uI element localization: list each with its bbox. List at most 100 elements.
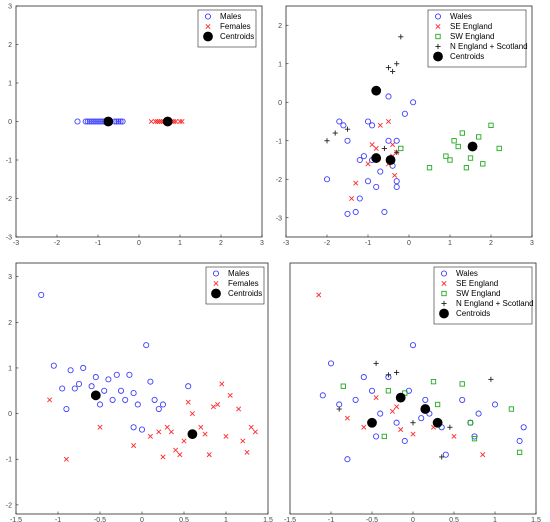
data-point-stroke-b bbox=[198, 424, 204, 430]
data-point bbox=[434, 401, 441, 408]
data-point bbox=[393, 183, 400, 190]
data-point bbox=[126, 371, 133, 378]
x-tick-label: -2 bbox=[54, 240, 60, 247]
data-point bbox=[130, 390, 137, 397]
legend-label: SW England bbox=[450, 32, 494, 41]
data-point bbox=[422, 396, 429, 403]
data-point bbox=[181, 438, 187, 444]
data-point bbox=[516, 437, 523, 445]
data-point bbox=[92, 374, 99, 381]
data-point-stroke-b bbox=[63, 456, 69, 462]
data-point bbox=[430, 379, 437, 385]
data-point bbox=[377, 122, 383, 128]
y-tick-label: -1 bbox=[6, 457, 12, 464]
series-females bbox=[47, 381, 258, 462]
data-point bbox=[349, 195, 355, 202]
data-point-stroke-b bbox=[156, 118, 163, 125]
data-point bbox=[364, 178, 372, 185]
data-point-stroke-b bbox=[410, 431, 416, 437]
data-point bbox=[63, 456, 69, 462]
data-point-stroke-b bbox=[206, 452, 212, 458]
panel-3: -1.5 -1 -0.5 0 0.5 1 1.5 3 2 1 0 -1 -2 MalesFemalesCe… bbox=[6, 262, 273, 522]
data-point-stroke-b bbox=[390, 142, 396, 148]
data-point bbox=[467, 420, 474, 426]
y-tick-label: 0 bbox=[8, 119, 12, 126]
data-point bbox=[352, 208, 359, 216]
data-point bbox=[336, 406, 342, 412]
data-point bbox=[410, 431, 416, 437]
data-point bbox=[316, 292, 322, 298]
data-point bbox=[401, 110, 408, 117]
legend-label: N England + Scotland bbox=[456, 299, 534, 308]
y-tick-label: -1 bbox=[276, 138, 282, 145]
data-point bbox=[451, 138, 457, 144]
legend-label: SE England bbox=[450, 22, 492, 31]
data-point-stroke-b bbox=[164, 424, 170, 430]
data-point bbox=[398, 34, 404, 40]
series-centroids bbox=[367, 392, 443, 428]
y-tick-label: -2 bbox=[6, 502, 12, 509]
data-point bbox=[381, 208, 388, 216]
data-point bbox=[455, 143, 461, 150]
legend-marker-stroke-b bbox=[435, 23, 441, 30]
data-point bbox=[442, 451, 449, 458]
data-point bbox=[156, 118, 163, 125]
x-tick-label: 2 bbox=[219, 240, 223, 247]
data-point bbox=[418, 415, 425, 422]
data-point-stroke-b bbox=[159, 118, 165, 125]
data-point bbox=[356, 156, 363, 164]
data-point bbox=[152, 118, 158, 125]
data-point bbox=[130, 424, 137, 431]
legend-marker bbox=[440, 270, 448, 277]
data-point bbox=[371, 153, 382, 163]
y-tick-label: -1 bbox=[6, 158, 12, 165]
data-point-stroke-b bbox=[173, 447, 179, 453]
data-point-stroke-b bbox=[189, 411, 195, 417]
data-point bbox=[373, 183, 380, 190]
data-point bbox=[451, 433, 457, 439]
data-point bbox=[410, 420, 416, 426]
data-point-stroke-b bbox=[236, 406, 242, 412]
data-point bbox=[409, 342, 417, 349]
data-point-stroke-b bbox=[369, 142, 375, 148]
data-point-stroke-b bbox=[168, 429, 174, 435]
legend-marker bbox=[213, 280, 219, 287]
data-point bbox=[394, 149, 400, 155]
legend-marker-stroke-b bbox=[213, 280, 219, 287]
data-point bbox=[198, 424, 204, 430]
data-point bbox=[59, 385, 66, 392]
data-point-stroke-b bbox=[177, 118, 183, 125]
x-tick-label: -1.5 bbox=[10, 517, 22, 522]
data-point bbox=[117, 118, 124, 125]
data-point-stroke-b bbox=[451, 433, 457, 439]
data-point-stroke-b bbox=[389, 408, 396, 414]
x-tick-label: -0.5 bbox=[94, 517, 106, 522]
data-point bbox=[244, 449, 250, 455]
y-tick-label: 2 bbox=[278, 23, 282, 30]
x-tick-label: -1 bbox=[328, 517, 334, 522]
data-point bbox=[74, 118, 81, 125]
x-tick-label: 1 bbox=[448, 240, 452, 247]
data-point bbox=[344, 137, 351, 144]
data-point bbox=[90, 390, 101, 401]
x-tick-label: -1 bbox=[365, 240, 371, 247]
legend-label: SE England bbox=[456, 279, 498, 288]
data-point bbox=[385, 93, 392, 100]
data-point bbox=[202, 431, 208, 437]
x-tick-label: 1 bbox=[224, 517, 228, 522]
data-point bbox=[97, 424, 103, 430]
data-point-stroke-b bbox=[210, 404, 216, 410]
x-tick-label: 3 bbox=[530, 240, 534, 247]
series-males bbox=[74, 118, 126, 125]
data-point bbox=[443, 153, 449, 159]
data-point bbox=[332, 130, 338, 136]
data-point-stroke-b bbox=[385, 118, 392, 125]
legend-marker bbox=[441, 280, 447, 287]
data-point bbox=[508, 406, 515, 412]
data-point-stroke-b bbox=[361, 424, 367, 430]
y-tick-label: 3 bbox=[8, 4, 12, 11]
data-point-stroke-b bbox=[316, 292, 322, 298]
y-tick-label: -2 bbox=[276, 177, 282, 184]
